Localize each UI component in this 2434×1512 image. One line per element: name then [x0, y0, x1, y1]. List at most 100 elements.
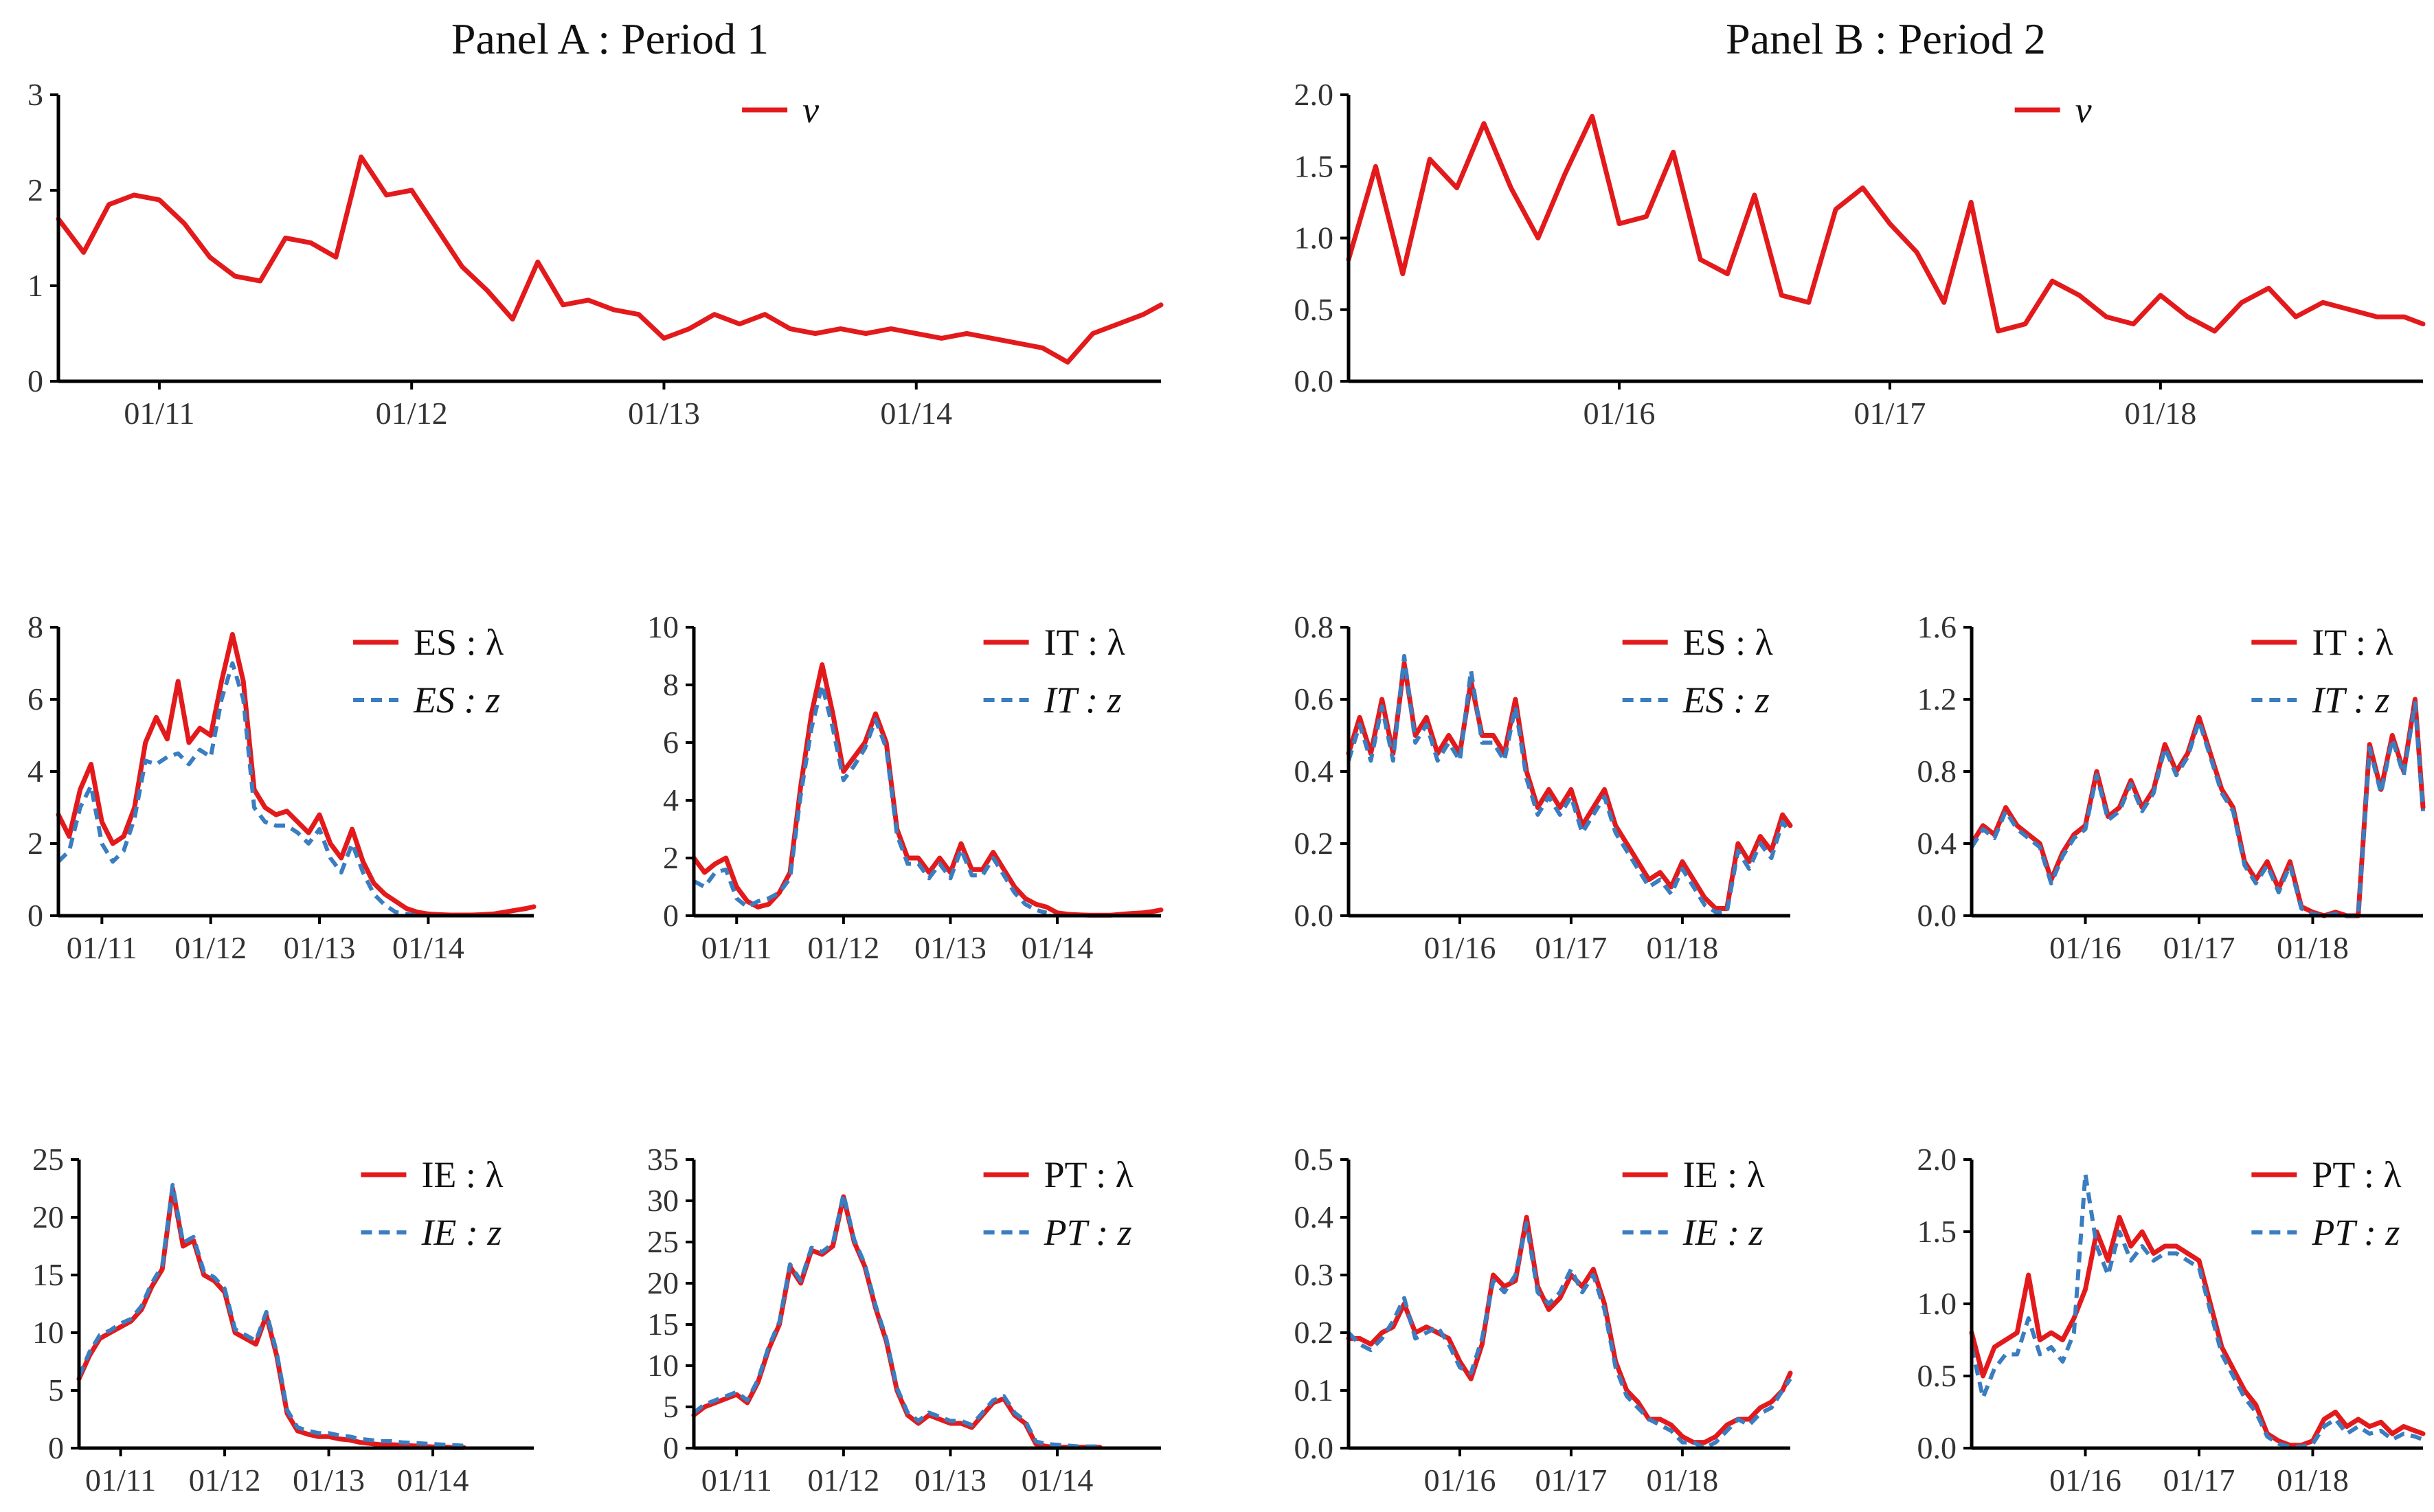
- x-tick-label: 01/13: [914, 1463, 987, 1498]
- series-line-pt2-1: [1970, 1172, 2424, 1449]
- y-tick-label: 0: [663, 1430, 679, 1465]
- series-line-es1-1: [56, 661, 418, 918]
- legend-label: IE : λ: [421, 1154, 503, 1195]
- y-tick-label: 2: [663, 840, 679, 875]
- x-tick-label: 01/13: [293, 1463, 365, 1498]
- y-tick-label: 0: [663, 898, 679, 933]
- x-tick-label: 01/16: [1584, 396, 1656, 431]
- x-tick-label: 01/14: [397, 1463, 469, 1498]
- series-line-ie2-0: [1346, 1215, 1793, 1445]
- chart-es2: 0.0 0.2 0.4 0.6 0.8 01/16 01/17 01/18 ES : λ ES :…: [1294, 609, 1793, 965]
- y-tick-label: 1: [27, 268, 43, 303]
- y-tick-label: 0.5: [1917, 1358, 1957, 1393]
- legend-label: PT : z: [2311, 1212, 2400, 1253]
- series-line-es2-1: [1346, 654, 1792, 914]
- x-tick-label: 01/17: [1854, 396, 1926, 431]
- x-tick-label: 01/12: [189, 1463, 261, 1498]
- y-tick-label: 0.0: [1917, 898, 1957, 933]
- legend-label: PT : λ: [2312, 1154, 2401, 1195]
- y-tick-label: 2.0: [1294, 77, 1334, 112]
- y-tick-label: 35: [647, 1142, 679, 1177]
- y-tick-label: 0: [27, 363, 43, 398]
- x-tick-label: 01/16: [1424, 930, 1496, 965]
- x-tick-label: 01/18: [1647, 930, 1719, 965]
- legend-label: IT : λ: [1044, 622, 1125, 663]
- chart-pt2: 0.0 0.5 1.0 1.5 2.0 01/16 01/17 01/18 PT : λ PT :…: [1917, 1142, 2426, 1498]
- legend-label: IE : λ: [1683, 1154, 1765, 1195]
- panel-a-title: Panel A : Period 1: [451, 14, 769, 63]
- chart-pt1: 0 5 10 15 20 25 30 35 01/11 01/12 01/13 01/14 PT : λ…: [647, 1142, 1161, 1498]
- legend-label: ES : z: [413, 679, 500, 721]
- y-tick-label: 4: [663, 782, 679, 817]
- y-tick-label: 10: [647, 1348, 679, 1383]
- y-tick-label: 1.6: [1917, 609, 1957, 644]
- y-tick-label: 0.8: [1294, 609, 1334, 644]
- y-tick-label: 0.0: [1917, 1430, 1957, 1465]
- y-tick-label: 0.4: [1917, 826, 1957, 861]
- y-tick-label: 0.5: [1294, 1142, 1334, 1177]
- chart-v1: 0 1 2 3 01/11 01/12 01/13 01/14 v: [27, 77, 1164, 431]
- chart-v2: 0.0 0.5 1.0 1.5 2.0 01/16 01/17 01/18 v: [1294, 77, 2426, 431]
- y-tick-label: 20: [32, 1199, 64, 1234]
- y-tick-label: 0: [27, 898, 43, 933]
- x-tick-label: 01/11: [124, 396, 194, 431]
- y-tick-label: 30: [647, 1183, 679, 1218]
- legend-label: IT : λ: [2312, 622, 2393, 663]
- series-line-es1-0: [56, 632, 537, 918]
- chart-ie2: 0.0 0.1 0.2 0.3 0.4 0.5 01/16 01/17 01/18 IE : λ I…: [1294, 1142, 1793, 1498]
- chart-ie1: 0 5 10 15 20 25 01/11 01/12 01/13 01/14 IE : λ IE :…: [32, 1142, 534, 1498]
- y-tick-label: 20: [647, 1265, 679, 1300]
- y-tick-label: 0.0: [1294, 363, 1334, 398]
- panel-b-title: Panel B : Period 2: [1726, 14, 2046, 63]
- y-tick-label: 0.0: [1294, 898, 1334, 933]
- chart-it1: 0 2 4 6 8 10 01/11 01/12 01/13 01/14 IT : λ IT : z: [647, 609, 1164, 965]
- x-tick-label: 01/17: [1535, 1463, 1608, 1498]
- y-tick-label: 2: [27, 172, 43, 207]
- legend-label: ES : λ: [1683, 622, 1773, 663]
- y-tick-label: 10: [647, 609, 679, 644]
- x-tick-label: 01/18: [2277, 1463, 2349, 1498]
- y-tick-label: 6: [27, 681, 43, 716]
- y-tick-label: 25: [32, 1142, 64, 1177]
- y-tick-label: 15: [647, 1307, 679, 1342]
- x-tick-label: 01/13: [628, 396, 700, 431]
- series-line-v1-0: [56, 154, 1164, 365]
- legend-label: IT : z: [2311, 679, 2389, 721]
- x-tick-label: 01/12: [807, 930, 879, 965]
- chart-it2: 0.0 0.4 0.8 1.2 1.6 01/16 01/17 01/18 IT : λ IT :…: [1917, 609, 2426, 965]
- y-tick-label: 15: [32, 1257, 64, 1292]
- y-tick-label: 25: [647, 1224, 679, 1259]
- x-tick-label: 01/12: [807, 1463, 879, 1498]
- series-line-pt1-1: [692, 1192, 1101, 1449]
- y-tick-label: 0.5: [1294, 292, 1334, 327]
- x-tick-label: 01/17: [2163, 930, 2235, 965]
- x-tick-label: 01/14: [1022, 1463, 1094, 1498]
- y-tick-label: 2: [27, 826, 43, 861]
- y-tick-label: 0: [48, 1430, 64, 1465]
- x-tick-label: 01/13: [284, 930, 356, 965]
- x-tick-label: 01/16: [2049, 1463, 2121, 1498]
- legend-label: IE : z: [1682, 1212, 1763, 1253]
- series-line-ie1-1: [77, 1183, 464, 1448]
- y-tick-label: 5: [663, 1389, 679, 1424]
- x-tick-label: 01/11: [85, 1463, 156, 1498]
- charts: 0 1 2 3 01/11 01/12 01/13 01/14 v 0.0 0.5 1.0 1.5 2.0…: [27, 77, 2426, 1498]
- y-tick-label: 4: [27, 754, 43, 789]
- x-tick-label: 01/11: [67, 930, 137, 965]
- series-line-v2-0: [1346, 113, 2426, 334]
- x-tick-label: 01/13: [914, 930, 987, 965]
- x-tick-label: 01/12: [174, 930, 247, 965]
- y-tick-label: 8: [663, 667, 679, 702]
- y-tick-label: 0.1: [1294, 1373, 1334, 1408]
- y-tick-label: 0.2: [1294, 1315, 1334, 1350]
- series-line-it2-1: [1970, 701, 2425, 918]
- y-tick-label: 1.2: [1917, 681, 1957, 716]
- y-tick-label: 1.0: [1917, 1286, 1957, 1321]
- y-tick-label: 6: [663, 725, 679, 760]
- y-tick-label: 1.5: [1917, 1214, 1957, 1249]
- x-tick-label: 01/14: [392, 930, 464, 965]
- series-line-pt2-0: [1969, 1215, 2426, 1448]
- y-tick-label: 8: [27, 609, 43, 644]
- legend-label: PT : z: [1044, 1212, 1132, 1253]
